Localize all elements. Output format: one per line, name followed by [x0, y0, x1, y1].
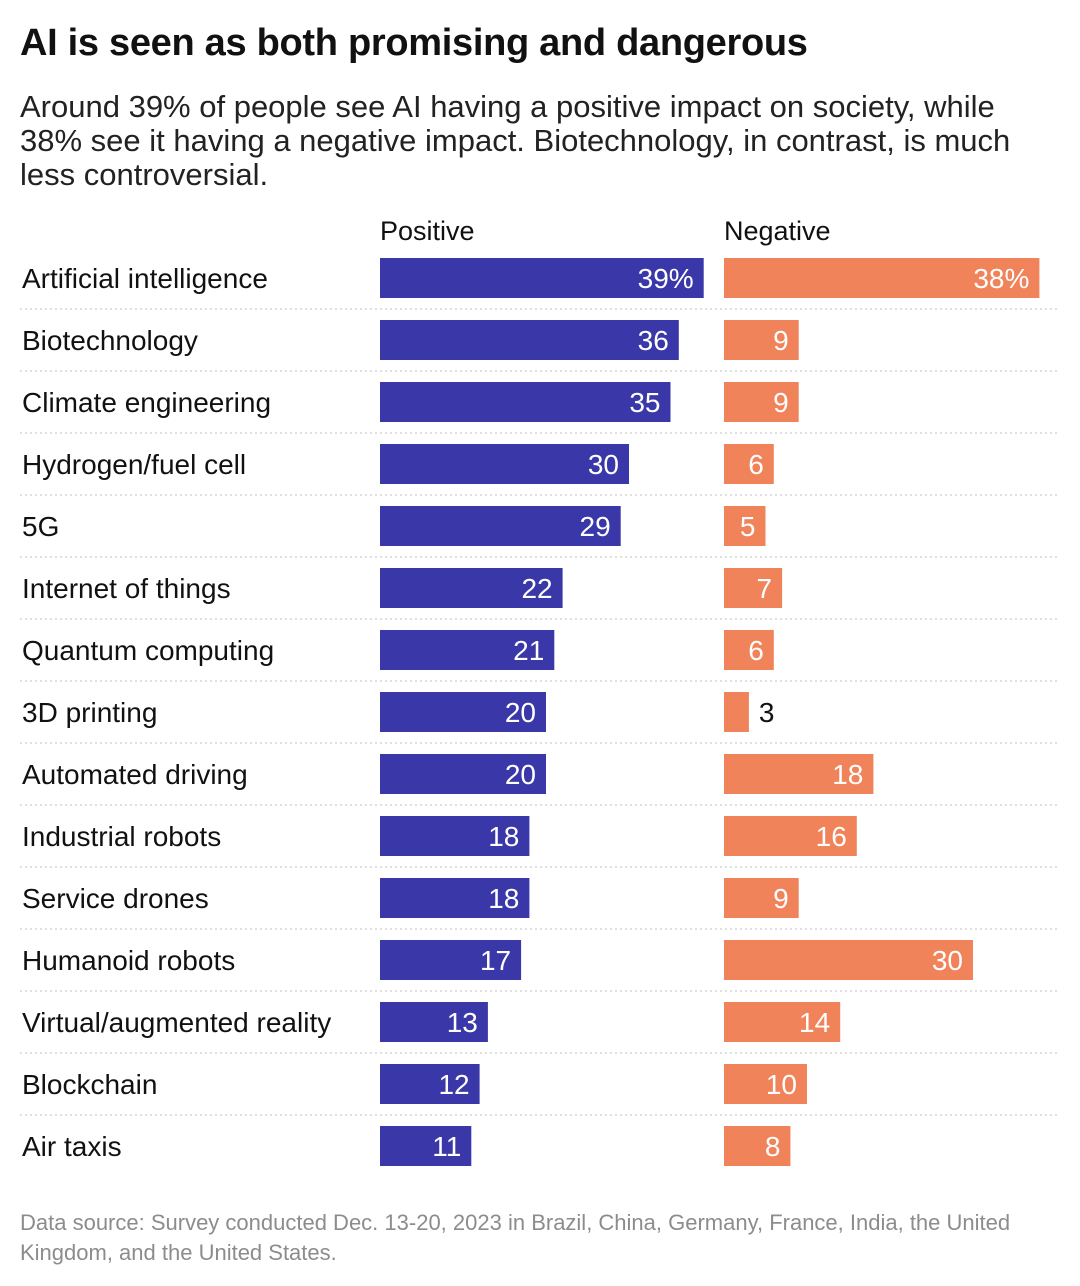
chart-row: Quantum computing 21 6	[20, 630, 1058, 682]
negative-value-label: 10	[766, 1069, 797, 1100]
positive-bar	[380, 568, 563, 608]
negative-value-label: 9	[773, 325, 789, 356]
chart-row: Humanoid robots 17 30	[20, 940, 1058, 992]
negative-bar	[724, 692, 749, 732]
chart-row: Biotechnology 36 9	[20, 320, 1058, 372]
positive-value-label: 21	[513, 635, 544, 666]
positive-value-label: 18	[488, 883, 519, 914]
negative-bar	[724, 1002, 841, 1042]
chart-row: Service drones 18 9	[20, 878, 1058, 930]
category-label: 3D printing	[22, 697, 157, 728]
negative-bar	[724, 506, 766, 546]
negative-bar	[724, 940, 973, 980]
negative-bar	[724, 1126, 791, 1166]
positive-bar	[380, 692, 546, 732]
category-label: Blockchain	[22, 1069, 157, 1100]
negative-value-label: 14	[799, 1007, 830, 1038]
positive-value-label: 30	[588, 449, 619, 480]
positive-bar	[380, 1002, 488, 1042]
category-label: Internet of things	[22, 573, 231, 604]
positive-bar	[380, 320, 679, 360]
negative-bar	[724, 1064, 807, 1104]
negative-bar	[724, 630, 774, 670]
category-label: Virtual/augmented reality	[22, 1007, 331, 1038]
positive-bar	[380, 878, 530, 918]
category-label: Hydrogen/fuel cell	[22, 449, 246, 480]
negative-value-label: 9	[773, 387, 789, 418]
positive-bar	[380, 754, 546, 794]
positive-bar	[380, 940, 522, 980]
positive-value-label: 11	[432, 1131, 461, 1162]
chart-row: 5G 29 5	[20, 506, 1058, 558]
positive-value-label: 12	[438, 1069, 469, 1100]
chart-row: Hydrogen/fuel cell 30 6	[20, 444, 1058, 496]
negative-bar	[724, 754, 874, 794]
negative-bar	[724, 444, 774, 484]
category-label: Air taxis	[22, 1131, 122, 1162]
chart-subtitle: Around 39% of people see AI having a pos…	[20, 89, 1011, 192]
chart-row: Air taxis 11 8	[22, 1126, 791, 1166]
negative-bar	[724, 382, 799, 422]
negative-value-label: 7	[757, 573, 773, 604]
category-label: Biotechnology	[22, 325, 198, 356]
category-label: Artificial intelligence	[22, 263, 268, 294]
positive-value-label: 29	[580, 511, 611, 542]
negative-value-label: 16	[816, 821, 847, 852]
positive-value-label: 20	[505, 697, 536, 728]
positive-value-label: 35	[629, 387, 660, 418]
chart-row: Automated driving 20 18	[20, 754, 1058, 806]
positive-value-label: 36	[638, 325, 669, 356]
negative-value-label: 9	[773, 883, 789, 914]
category-label: Industrial robots	[22, 821, 221, 852]
positive-value-label: 18	[488, 821, 519, 852]
negative-bar	[724, 816, 857, 856]
legend-negative: Negative	[724, 216, 831, 246]
category-label: Quantum computing	[22, 635, 274, 666]
positive-value-label: 39%	[638, 263, 694, 294]
negative-bar	[724, 258, 1040, 298]
positive-value-label: 13	[447, 1007, 478, 1038]
category-label: Service drones	[22, 883, 209, 914]
negative-value-label: 6	[748, 449, 764, 480]
negative-value-label: 38%	[973, 263, 1029, 294]
positive-value-label: 20	[505, 759, 536, 790]
negative-value-label: 30	[932, 945, 963, 976]
chart-row: 3D printing 20 3	[20, 692, 1058, 744]
positive-bar	[380, 444, 629, 484]
positive-value-label: 22	[521, 573, 552, 604]
positive-bar	[380, 1126, 472, 1166]
positive-value-label: 17	[480, 945, 511, 976]
negative-bar	[724, 878, 799, 918]
positive-bar	[380, 506, 621, 546]
positive-bar	[380, 258, 704, 298]
negative-value-label: 5	[740, 511, 756, 542]
category-label: Automated driving	[22, 759, 248, 790]
chart-title: AI is seen as both promising and dangero…	[20, 22, 808, 64]
category-label: Humanoid robots	[22, 945, 235, 976]
negative-value-label: 18	[832, 759, 863, 790]
negative-value-label: 3	[759, 697, 775, 728]
chart-row: Virtual/augmented reality 13 14	[20, 1002, 1058, 1054]
positive-bar	[380, 382, 671, 422]
negative-value-label: 6	[748, 635, 764, 666]
positive-bar	[380, 816, 530, 856]
category-label: Climate engineering	[22, 387, 271, 418]
chart-row: Artificial intelligence 39% 38%	[20, 258, 1058, 310]
negative-bar	[724, 320, 799, 360]
legend-positive: Positive	[380, 216, 475, 246]
chart-row: Climate engineering 35 9	[20, 382, 1058, 434]
negative-bar	[724, 568, 783, 608]
positive-bar	[380, 1064, 480, 1104]
chart-row: Internet of things 22 7	[20, 568, 1058, 620]
chart-row: Industrial robots 18 16	[20, 816, 1058, 868]
negative-value-label: 8	[765, 1131, 781, 1162]
positive-bar	[380, 630, 555, 670]
data-source-note: Data source: Survey conducted Dec. 13-20…	[20, 1210, 1011, 1265]
chart-row: Blockchain 12 10	[20, 1064, 1058, 1116]
category-label: 5G	[22, 511, 59, 542]
